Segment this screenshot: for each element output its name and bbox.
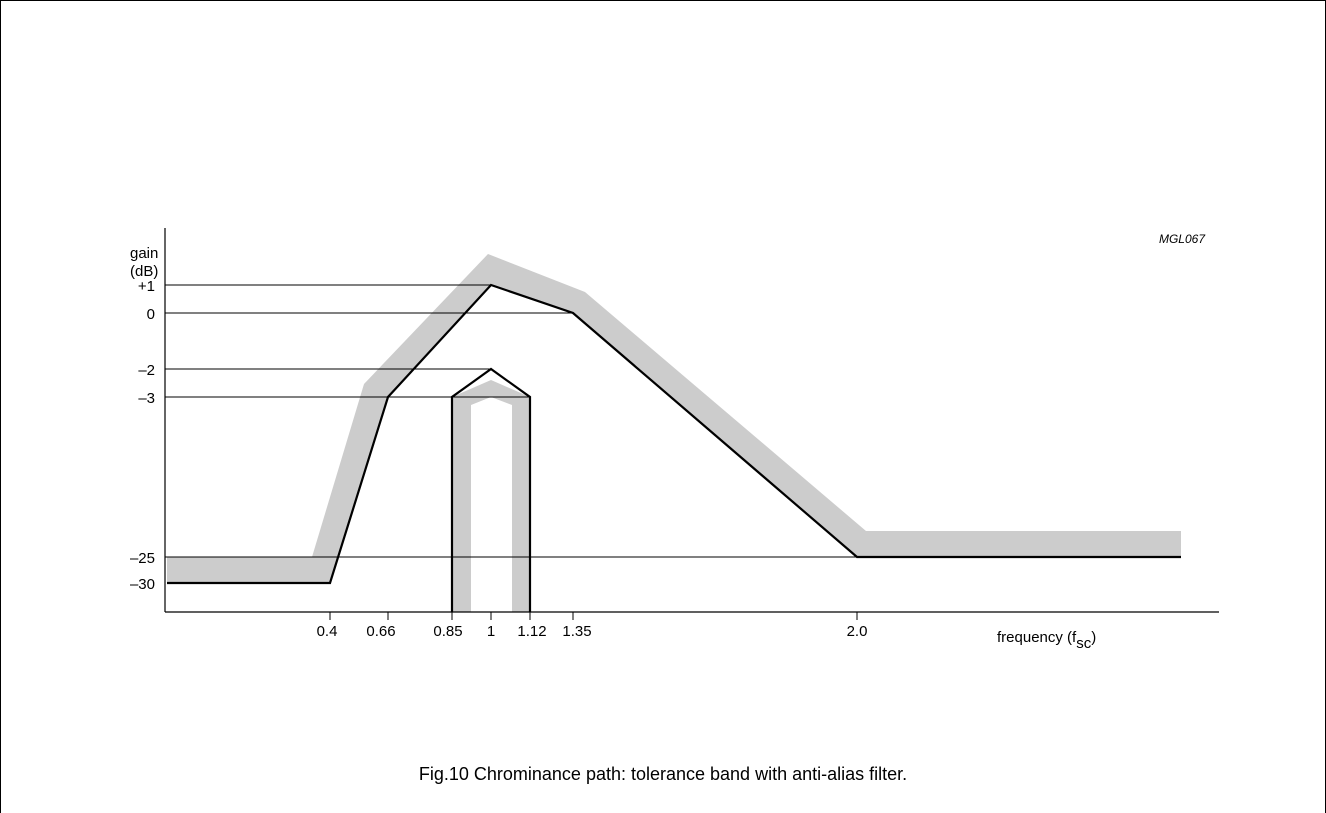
- y-axis-label: gain: [130, 245, 158, 262]
- x-axis-label: frequency (fsc): [997, 629, 1096, 652]
- tolerance-band-main: [167, 254, 1181, 583]
- y-tick-label: –30: [130, 576, 155, 593]
- figure-caption: Fig.10 Chrominance path: tolerance band …: [418, 764, 908, 784]
- y-axis-unit: (dB): [130, 263, 158, 280]
- x-tick-label: 0.85: [433, 623, 462, 640]
- tolerance-band-filter-left: [452, 380, 491, 612]
- tolerance-band-filter-right: [491, 380, 530, 612]
- anti-alias-filter-curve: [450, 367, 532, 612]
- y-tick-label: –2: [138, 362, 155, 379]
- figure-code: MGL067: [1159, 232, 1206, 246]
- x-tick-label: 2.0: [847, 623, 868, 640]
- x-tick-label: 1.35: [562, 623, 591, 640]
- x-tick-label: 1: [487, 623, 495, 640]
- x-tick-label: 0.66: [366, 623, 395, 640]
- x-tick-label: 1.12: [517, 623, 546, 640]
- y-tick-label: –3: [138, 390, 155, 407]
- y-tick-label: +1: [138, 278, 155, 295]
- y-tick-label: –25: [130, 550, 155, 567]
- y-tick-label: 0: [147, 306, 155, 323]
- response-curve: [167, 283, 1181, 585]
- x-tick-label: 0.4: [317, 623, 338, 640]
